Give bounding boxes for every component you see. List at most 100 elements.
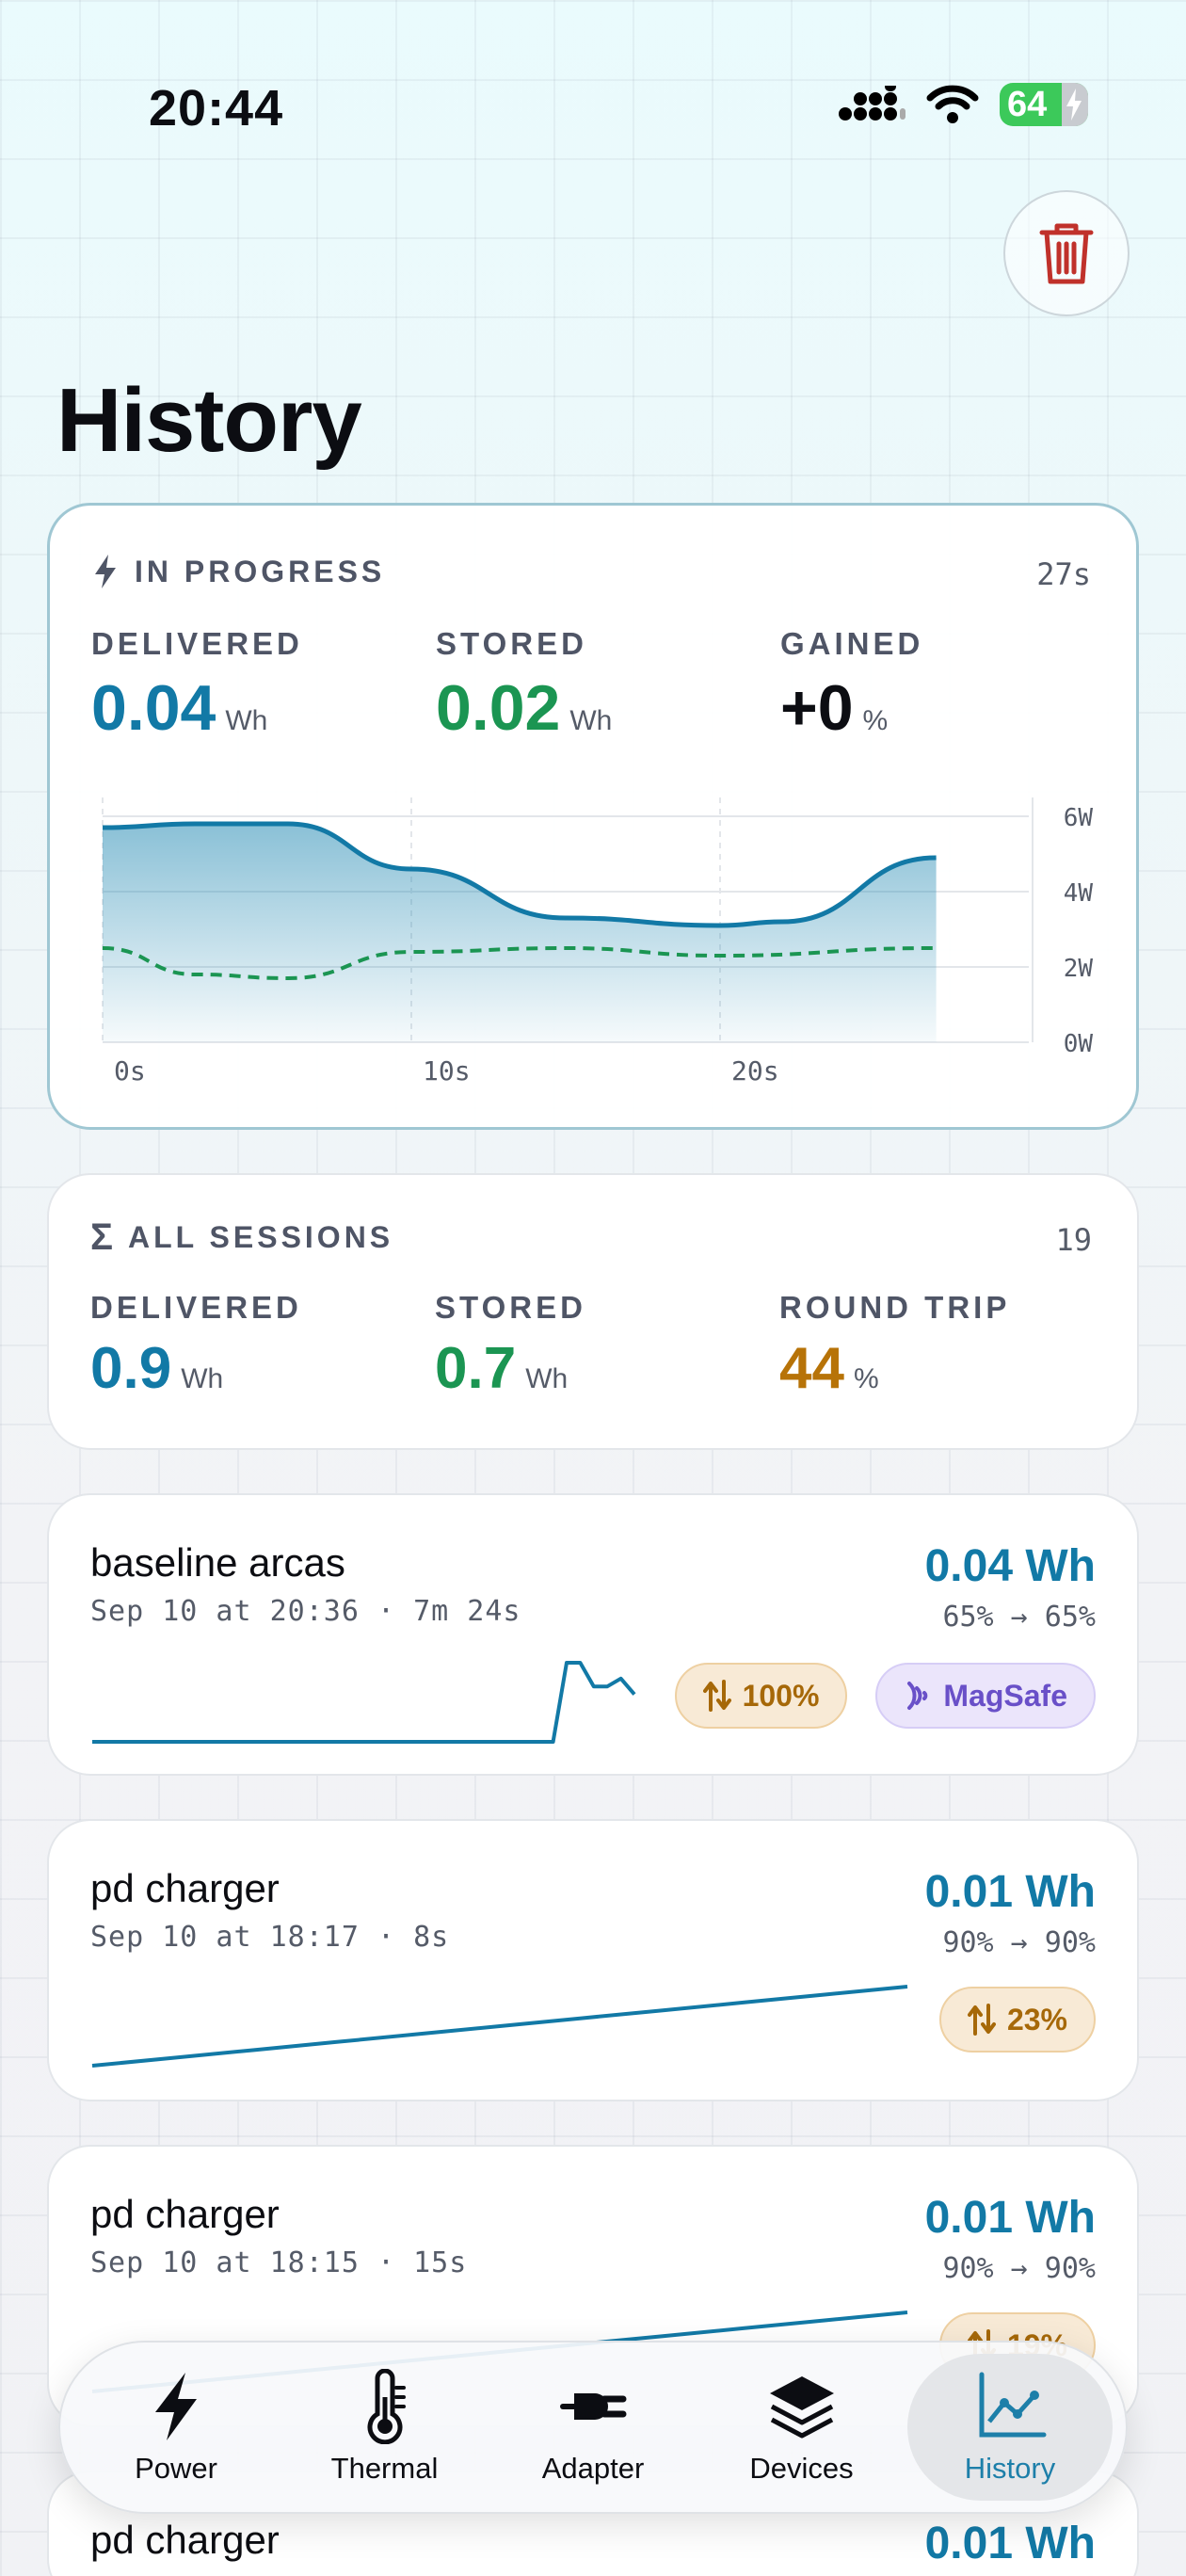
y-tick-label: 6W	[1064, 804, 1094, 832]
magsafe-badge: MagSafe	[875, 1663, 1096, 1729]
round-trip-value: 44	[779, 1336, 844, 1401]
bolt-icon	[95, 555, 116, 588]
sparkline-path	[92, 1661, 636, 1744]
session-meta: Sep 10 at 20:36 · 7m 24s	[90, 1595, 521, 1628]
all-sessions-label: ALL SESSIONS	[128, 1220, 394, 1254]
charging-bolt-icon	[1066, 89, 1082, 121]
battery-indicator: 64	[1000, 83, 1088, 126]
all-sessions-header: Σ ALL SESSIONS	[90, 1216, 393, 1259]
delivered-power-line	[102, 821, 937, 928]
delivered-unit: Wh	[225, 705, 268, 736]
tab-power[interactable]: Power	[73, 2354, 279, 2501]
session-card[interactable]: baseline arcas Sep 10 at 20:36 · 7m 24s …	[47, 1493, 1139, 1776]
y-tick-label: 2W	[1064, 955, 1094, 983]
session-count: 19	[1055, 1222, 1092, 1258]
page-title: History	[56, 370, 362, 471]
session-meta: Sep 10 at 18:15 · 15s	[90, 2246, 468, 2279]
power-chart: 0W 2W 4W 6W 0s 10s 20s	[102, 797, 1094, 1087]
battery-level: 64	[1007, 84, 1048, 124]
round-trip-badge-value: 23%	[1006, 2002, 1067, 2037]
wireless-icon	[907, 1682, 928, 1710]
session-energy: 0.01 Wh	[924, 2519, 1096, 2568]
stored-unit: Wh	[569, 705, 613, 736]
session-energy: 0.04 Wh	[924, 1541, 1096, 1591]
in-progress-card: IN PROGRESS 27s DELIVERED 0.04 Wh STORED …	[47, 503, 1139, 1130]
stored-power-line	[102, 945, 937, 981]
trash-icon	[1039, 223, 1094, 284]
round-trip-stat: ROUND TRIP 44%	[779, 1290, 1010, 1402]
x-tick-label: 10s	[423, 1055, 471, 1087]
round-trip-badge: 23%	[938, 1987, 1096, 2053]
tab-history[interactable]: History	[907, 2354, 1113, 2501]
in-progress-header: IN PROGRESS	[91, 553, 385, 590]
total-stored-stat: STORED 0.7 Wh	[435, 1290, 586, 1402]
x-tick-label: 20s	[731, 1055, 779, 1087]
tab-thermal[interactable]: Thermal	[282, 2354, 488, 2501]
clear-history-button[interactable]	[1003, 190, 1130, 316]
gained-stat: GAINED +0%	[780, 626, 923, 745]
thermometer-icon	[367, 2369, 406, 2444]
stored-value: 0.02	[436, 672, 561, 744]
round-trip-badge-value: 100%	[742, 1678, 820, 1713]
session-name: pd charger	[90, 1866, 280, 1910]
sigma-icon: Σ	[90, 1216, 114, 1258]
plug-icon	[560, 2393, 627, 2420]
session-badges: 100% MagSafe	[674, 1663, 1096, 1729]
tab-label: Devices	[749, 2452, 854, 2485]
total-delivered-stat: DELIVERED 0.9 Wh	[90, 1290, 302, 1402]
session-badges: 23%	[938, 1987, 1096, 2053]
session-name: pd charger	[90, 2192, 280, 2236]
round-trip-badge: 100%	[674, 1663, 848, 1729]
delivered-stat: DELIVERED 0.04 Wh	[91, 626, 303, 745]
sparkline-path	[91, 1985, 908, 2068]
x-tick-label: 0s	[114, 1055, 146, 1087]
total-stored-label: STORED	[435, 1290, 586, 1325]
cellular-signal-icon	[839, 86, 906, 121]
session-name: pd charger	[90, 2518, 280, 2562]
session-name: baseline arcas	[90, 1540, 345, 1585]
elapsed-time: 27s	[1036, 556, 1091, 592]
total-delivered-value: 0.9	[90, 1336, 172, 1401]
tab-label: History	[964, 2452, 1056, 2485]
y-tick-label: 4W	[1064, 879, 1094, 908]
all-sessions-card: Σ ALL SESSIONS 19 DELIVERED 0.9 Wh STORED…	[47, 1173, 1139, 1450]
gained-label: GAINED	[780, 626, 924, 661]
round-trip-label: ROUND TRIP	[779, 1290, 1011, 1325]
total-stored-value: 0.7	[435, 1336, 517, 1401]
session-card[interactable]: pd charger Sep 10 at 18:17 · 8s 0.01 Wh …	[47, 1819, 1139, 2101]
magsafe-label: MagSafe	[943, 1678, 1067, 1713]
total-delivered-unit: Wh	[181, 1363, 224, 1394]
layers-icon	[769, 2376, 834, 2439]
tab-label: Power	[135, 2452, 217, 2485]
round-trip-icon	[702, 1680, 731, 1712]
stored-label: STORED	[436, 626, 587, 661]
session-sparkline	[91, 1985, 908, 2068]
tab-label: Thermal	[330, 2452, 439, 2485]
session-battery-change: 65% → 65%	[942, 1601, 1096, 1634]
gained-unit: %	[862, 705, 889, 736]
delivered-label: DELIVERED	[91, 626, 303, 661]
tab-adapter[interactable]: Adapter	[490, 2354, 696, 2501]
session-sparkline	[92, 1661, 636, 1744]
round-trip-icon	[967, 2004, 996, 2036]
round-trip-unit: %	[853, 1363, 879, 1394]
tab-bar: Power Thermal Adapter Devices Histor	[58, 2341, 1128, 2514]
total-stored-unit: Wh	[525, 1363, 569, 1394]
delivered-value: 0.04	[91, 672, 216, 744]
status-icons: 64	[838, 83, 1088, 126]
session-battery-change: 90% → 90%	[942, 2252, 1096, 2285]
chart-icon	[979, 2372, 1047, 2438]
bolt-icon	[155, 2373, 197, 2440]
y-tick-label: 0W	[1064, 1030, 1094, 1058]
total-delivered-label: DELIVERED	[90, 1290, 302, 1325]
wifi-icon	[926, 85, 979, 123]
session-energy: 0.01 Wh	[924, 1867, 1096, 1917]
stored-stat: STORED 0.02 Wh	[436, 626, 612, 745]
tab-devices[interactable]: Devices	[699, 2354, 905, 2501]
status-time: 20:44	[149, 80, 284, 137]
in-progress-label: IN PROGRESS	[135, 554, 386, 588]
tab-label: Adapter	[541, 2452, 645, 2485]
gained-value: +0	[780, 672, 854, 744]
session-battery-change: 90% → 90%	[942, 1926, 1096, 1959]
session-energy: 0.01 Wh	[924, 2193, 1096, 2243]
